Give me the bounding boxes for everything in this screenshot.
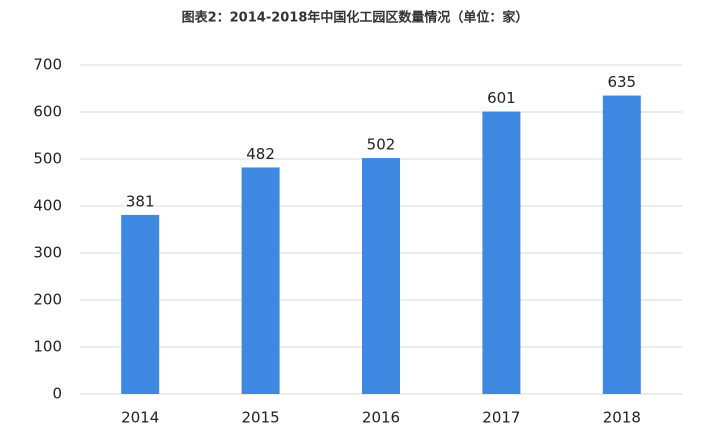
chart-title: 图表2：2014-2018年中国化工园区数量情况（单位：家） xyxy=(182,10,529,26)
bar xyxy=(602,95,641,395)
y-tick-label: 700 xyxy=(33,56,62,74)
data-label: 601 xyxy=(487,89,516,107)
x-tick-label: 2014 xyxy=(121,409,159,427)
bar xyxy=(121,214,160,394)
x-tick-label: 2018 xyxy=(603,409,641,427)
bar xyxy=(362,158,400,394)
y-tick-label: 400 xyxy=(33,197,62,215)
x-tick-label: 2015 xyxy=(242,409,280,427)
y-tick-label: 600 xyxy=(33,103,62,121)
y-tick-label: 100 xyxy=(33,338,62,356)
x-tick-label: 2017 xyxy=(482,409,520,427)
y-tick-label: 500 xyxy=(33,150,62,168)
y-tick-label: 200 xyxy=(33,291,62,309)
data-label: 482 xyxy=(246,145,275,163)
y-tick-label: 0 xyxy=(52,385,62,403)
data-label: 635 xyxy=(607,73,636,91)
data-label: 502 xyxy=(367,136,396,154)
bar xyxy=(482,111,521,394)
x-tick-label: 2016 xyxy=(362,409,400,427)
bar xyxy=(241,167,280,394)
data-label: 381 xyxy=(126,192,155,210)
y-tick-label: 300 xyxy=(33,244,62,262)
